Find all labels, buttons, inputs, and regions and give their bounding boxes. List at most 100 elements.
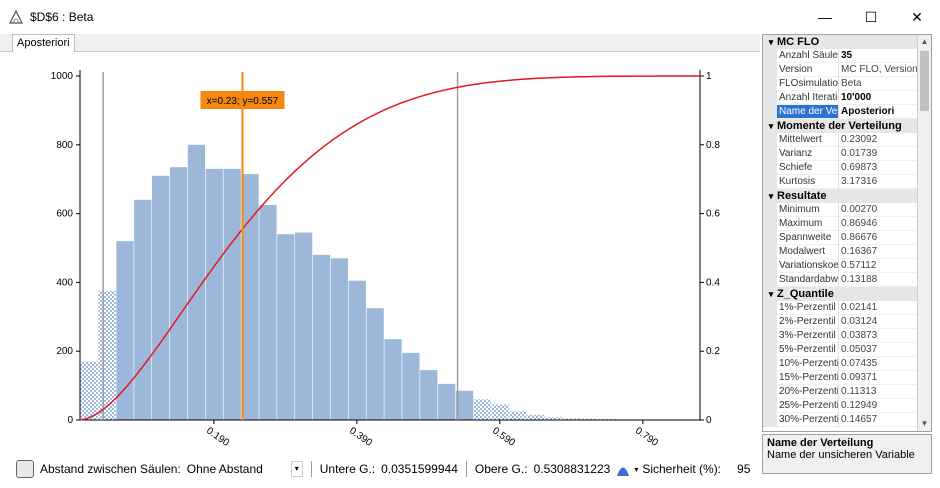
propgrid-row[interactable]: 25%-Perzentil 0.12949 <box>763 399 931 413</box>
settings-icon[interactable] <box>16 460 34 478</box>
propgrid-row[interactable]: Maximum 0.86946 <box>763 217 931 231</box>
propgrid-row[interactable]: Standardabweichung0.13188 <box>763 273 931 287</box>
collapse-icon[interactable]: ▾ <box>768 288 774 299</box>
row-gutter <box>763 49 777 63</box>
property-value[interactable]: 0.05037 <box>839 343 931 357</box>
property-value[interactable]: 0.09371 <box>839 371 931 385</box>
chevron-down-icon[interactable]: ▾ <box>290 461 303 477</box>
property-key: 10%-Perzentil <box>777 357 839 371</box>
histogram-bar <box>563 418 581 420</box>
row-gutter <box>763 301 777 315</box>
property-grid[interactable]: ▾ MC FLO Anzahl Säulen 35 Version MC FLO, Ver… <box>762 34 932 432</box>
propgrid-row[interactable]: 30%-Perzentil 0.14657 <box>763 413 931 427</box>
collapse-icon[interactable]: ▾ <box>768 120 774 131</box>
window-title: $D$6 : Beta <box>30 10 94 24</box>
property-key: 3%-Perzentil <box>777 329 839 343</box>
propgrid-row[interactable]: Name der VerteilungAposteriori... <box>763 105 931 119</box>
collapse-icon[interactable]: ▾ <box>768 36 774 47</box>
propgrid-section[interactable]: ▾ Z_Quantile <box>763 287 931 301</box>
property-value[interactable]: 35 <box>839 49 931 63</box>
propgrid-row[interactable]: Anzahl Säulen 35 <box>763 49 931 63</box>
y2-tick-label: 0.8 <box>706 140 720 151</box>
property-key: 25%-Perzentil <box>777 399 839 413</box>
collapse-icon[interactable]: ▾ <box>768 190 774 201</box>
y-tick-label: 200 <box>56 346 73 357</box>
property-key: Anzahl Säulen <box>777 49 839 63</box>
property-key: FLOsimulation <box>777 77 839 91</box>
histogram-bar <box>491 404 509 420</box>
propgrid-row[interactable]: Schiefe 0.69873 <box>763 161 931 175</box>
lower-bound-value[interactable]: 0.0351599944 <box>381 462 458 476</box>
property-value[interactable]: Aposteriori <box>839 105 917 119</box>
propgrid-row[interactable]: Minimum 0.00270 <box>763 203 931 217</box>
scroll-thumb[interactable] <box>920 51 929 111</box>
property-value[interactable]: 0.00270 <box>839 203 931 217</box>
propgrid-section[interactable]: ▾ Momente der Verteilung <box>763 119 931 133</box>
spacing-value: Ohne Abstand <box>186 462 263 476</box>
propgrid-row[interactable]: Kurtosis 3.17316 <box>763 175 931 189</box>
propgrid-row[interactable]: 20%-Perzentil 0.11313 <box>763 385 931 399</box>
maximize-button[interactable]: ☐ <box>864 8 878 25</box>
property-value[interactable]: 0.01739 <box>839 147 931 161</box>
propgrid-row[interactable]: Variationskoeffizient0.57112 <box>763 259 931 273</box>
property-value[interactable]: 0.03873 <box>839 329 931 343</box>
propgrid-row[interactable]: 1%-Perzentil 0.02141 <box>763 301 931 315</box>
property-value[interactable]: 0.86676 <box>839 231 931 245</box>
scroll-down-icon[interactable]: ▼ <box>920 419 929 428</box>
scroll-up-icon[interactable]: ▲ <box>920 37 929 46</box>
row-gutter <box>763 203 777 217</box>
spacing-select[interactable]: Ohne Abstand ▾ <box>187 460 303 478</box>
chevron-down-icon[interactable]: ▾ <box>634 464 639 474</box>
property-value[interactable]: 0.13188 <box>839 273 931 287</box>
histogram-bar <box>169 167 188 420</box>
upper-bound-value[interactable]: 0.5308831223 <box>533 462 611 476</box>
histogram-bar <box>223 168 241 420</box>
propgrid-row[interactable]: Varianz 0.01739 <box>763 147 931 161</box>
y2-tick-label: 0 <box>706 415 712 426</box>
upper-bound-label: Obere G.: <box>474 462 528 476</box>
property-value[interactable]: 0.23092 <box>839 133 931 147</box>
propgrid-row[interactable]: Version MC FLO, Version <box>763 63 931 77</box>
property-key: Modalwert <box>777 245 839 259</box>
propgrid-row[interactable]: FLOsimulation Beta <box>763 77 931 91</box>
property-value[interactable]: 0.12949 <box>839 399 931 413</box>
histogram-chart[interactable]: 0 200 400 600 800 1000 0 0.2 0.4 0.6 0.8 1 0.190 0.39… <box>0 52 760 454</box>
histogram-bar <box>402 352 420 420</box>
property-value[interactable]: 10'000 <box>839 91 931 105</box>
tab-aposteriori[interactable]: Aposteriori <box>12 34 75 52</box>
minimize-button[interactable]: — <box>818 9 832 25</box>
propgrid-row[interactable]: Modalwert 0.16367 <box>763 245 931 259</box>
propgrid-row[interactable]: 2%-Perzentil 0.03124 <box>763 315 931 329</box>
property-value[interactable]: 3.17316 <box>839 175 931 189</box>
property-grid-scrollbar[interactable]: ▲ ▼ <box>917 35 931 431</box>
histogram-bar <box>259 205 277 420</box>
propgrid-row[interactable]: Mittelwert 0.23092 <box>763 133 931 147</box>
distribution-bell-icon[interactable] <box>616 461 630 477</box>
property-value[interactable]: 0.07435 <box>839 357 931 371</box>
propgrid-row[interactable]: 10%-Perzentil 0.07435 <box>763 357 931 371</box>
property-value[interactable]: 0.02141 <box>839 301 931 315</box>
propgrid-section[interactable]: ▾ MC FLO <box>763 35 931 49</box>
property-value[interactable]: 0.57112 <box>839 259 931 273</box>
propgrid-row[interactable]: Spannweite 0.86676 <box>763 231 931 245</box>
histogram-bar <box>545 417 563 420</box>
propgrid-row[interactable]: Anzahl Iterationen10'000 <box>763 91 931 105</box>
property-value[interactable]: 0.03124 <box>839 315 931 329</box>
close-button[interactable]: ✕ <box>911 8 923 25</box>
propgrid-row[interactable]: 5%-Perzentil 0.05037 <box>763 343 931 357</box>
property-value[interactable]: 0.16367 <box>839 245 931 259</box>
property-key: Maximum <box>777 217 839 231</box>
lower-bound-label: Untere G.: <box>319 462 376 476</box>
propgrid-row[interactable]: 15%-Perzentil 0.09371 <box>763 371 931 385</box>
property-value[interactable]: 0.86946 <box>839 217 931 231</box>
histogram-bar <box>527 414 545 420</box>
propgrid-row[interactable]: 3%-Perzentil 0.03873 <box>763 329 931 343</box>
property-value[interactable]: MC FLO, Version <box>839 63 931 77</box>
property-value[interactable]: 0.69873 <box>839 161 931 175</box>
property-value[interactable]: 0.11313 <box>839 385 931 399</box>
property-value[interactable]: 0.14657 <box>839 413 931 427</box>
property-value[interactable]: Beta <box>839 77 931 91</box>
propgrid-section[interactable]: ▾ Resultate <box>763 189 931 203</box>
property-key: Standardabweichung <box>777 273 839 287</box>
confidence-value[interactable]: 95 <box>737 462 751 476</box>
